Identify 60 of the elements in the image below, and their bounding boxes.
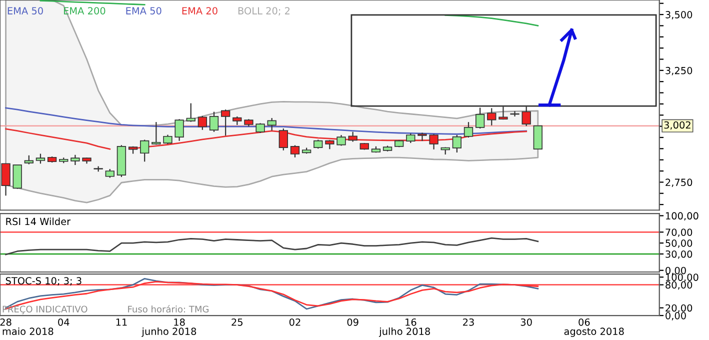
y-tick-label: 100,00 (666, 212, 698, 221)
candlestick (533, 125, 542, 150)
y-tick-label: 100,00 (666, 274, 698, 282)
annotation: Fuso horário: TMG (128, 305, 208, 313)
chart-title: RSI 14 Wilder (6, 218, 71, 226)
x-tick-label: 06 (578, 318, 590, 326)
text: julho 2018 (378, 327, 430, 337)
x-tick-label: 25 (232, 318, 242, 326)
candlestick (267, 117, 276, 132)
x-tick-label: 28 (0, 318, 12, 326)
y-tick-label: 2,750 (666, 178, 692, 187)
candlestick (1, 163, 10, 196)
candlestick (163, 134, 172, 145)
line-series (5, 237, 539, 256)
x-tick-label: 02 (289, 318, 300, 326)
text: junho 2018 (142, 327, 196, 337)
candlestick (152, 121, 161, 146)
annotation: PREÇO INDICATIVO (2, 306, 88, 314)
y-tick-label: 70,00 (666, 228, 692, 237)
candlestick (256, 122, 265, 134)
candlestick (12, 164, 22, 190)
candlestick (220, 108, 230, 136)
candlestick (452, 134, 462, 154)
candlestick (406, 132, 416, 144)
y-tick-label: 80,00 (666, 281, 692, 290)
x-tick-label: 23 (463, 318, 474, 326)
y-tick-label: 50,00 (666, 240, 692, 248)
legend-label: BOLL 20; 2 (238, 7, 290, 16)
candlestick (70, 154, 80, 166)
candlestick (36, 153, 46, 164)
x-tick-label: 18 (174, 318, 185, 326)
candlestick (278, 128, 288, 151)
ref-line-label: 3,002 (664, 121, 690, 130)
y-tick-label: 3,500 (666, 11, 692, 20)
y-tick-label: 3,250 (666, 66, 692, 76)
text: agosto 2018 (564, 328, 624, 337)
chart-title: STOC-S 10; 3; 3 (6, 277, 82, 286)
candlestick (290, 144, 300, 158)
candlestick (209, 111, 219, 132)
candlestick (198, 115, 208, 130)
candlestick (464, 121, 474, 138)
y-tick-label: 0,00 (666, 266, 686, 276)
series-label: EMA 200 (64, 7, 106, 14)
x-tick-label: 30 (520, 318, 532, 326)
x-tick-label: 16 (406, 318, 416, 326)
y-tick-label: 20,00 (666, 304, 692, 313)
text: maio 2018 (2, 327, 54, 336)
candlestick (348, 131, 358, 142)
y-tick-label: 0,00 (666, 312, 686, 320)
legend-label: EMA 50 (126, 7, 162, 14)
y-tick-label: 30,00 (666, 250, 692, 259)
candlestick (140, 139, 150, 162)
candlestick (429, 134, 438, 150)
text: EMA 50 (8, 7, 43, 14)
candlestick (174, 118, 184, 142)
x-tick-label: 11 (116, 318, 127, 326)
x-tick-label: 04 (58, 318, 70, 326)
text: EMA 20 (182, 7, 218, 14)
candlestick (186, 102, 196, 122)
x-tick-label: 09 (347, 318, 358, 326)
